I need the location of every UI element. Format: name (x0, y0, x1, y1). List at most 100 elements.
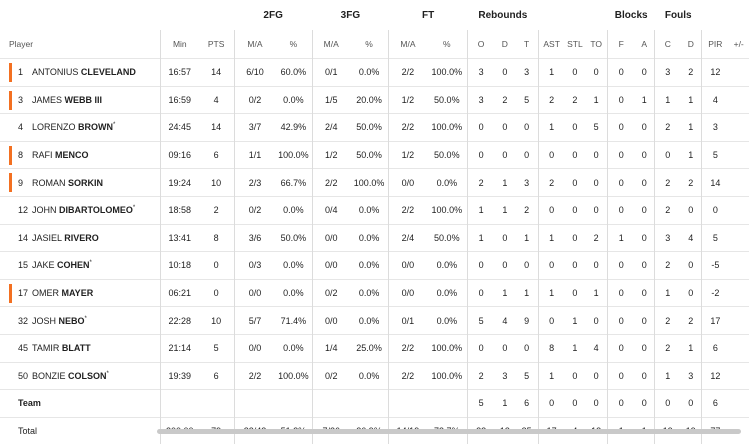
col-min[interactable]: Min (160, 30, 199, 59)
cell-foul-d: 2 (680, 58, 702, 87)
team-row: Team 5 1 6 0 0 0 0 0 0 0 6 (0, 389, 749, 418)
col-o[interactable]: O (467, 30, 495, 59)
cell-3fg-pct: 50.0% (349, 140, 389, 169)
col-blk-f[interactable]: F (607, 30, 635, 59)
table-row[interactable]: 12 JOHN DIBARTOLOMEO* 18:58 2 0/2 0.0% 0/4 0.0%… (0, 195, 749, 225)
col-ft-ma[interactable]: M/A (388, 30, 427, 59)
col-foul-c[interactable]: C (654, 30, 681, 59)
player-name-cell[interactable]: 4 LORENZO BROWN* (0, 113, 161, 142)
cell-reb-d: 2 (494, 85, 516, 114)
player-number: 17 (18, 288, 29, 299)
cell-stl: 0 (564, 58, 586, 87)
cell-ast: 0 (537, 306, 565, 335)
cell-3fg-ma: 1/2 (311, 140, 350, 169)
cell-pts: 5 (198, 333, 235, 363)
table-row[interactable]: 17 OMER MAYER 06:21 0 0/0 0.0% 0/2 0.0% 0/0 0.0% 0… (0, 278, 749, 307)
player-name-cell[interactable]: 32 JOSH NEBO* (0, 306, 161, 335)
table-row[interactable]: 8 RAFI MENCO 09:16 6 1/1 100.0% 1/2 50.0% 1/2 50.… (0, 140, 749, 169)
cell-ft-ma: 2/2 (388, 361, 427, 390)
table-row[interactable]: 9 ROMAN SORKIN 19:24 10 2/3 66.7% 2/2 100.0% 0/0… (0, 168, 749, 197)
cell-2fg-pct: 50.0% (275, 223, 313, 252)
cell-pir: 4 (701, 85, 729, 114)
col-3fg-ma[interactable]: M/A (311, 30, 350, 59)
team-cell-to: 0 (585, 389, 608, 418)
cell-ft-pct: 0.0% (426, 278, 468, 307)
player-name-cell[interactable]: 14 JASIEL RIVERO (0, 223, 161, 252)
cell-to: 0 (585, 58, 608, 87)
cell-2fg-pct: 71.4% (275, 306, 313, 335)
col-foul-d[interactable]: D (687, 39, 694, 49)
player-name-cell[interactable]: 1 ANTONIUS CLEVELAND (0, 58, 161, 87)
player-name-cell[interactable]: 3 JAMES WEBB III (0, 85, 161, 114)
player-name-cell[interactable]: 15 JAKE COHEN* (0, 251, 161, 280)
table-row[interactable]: 50 BONZIE COLSON* 19:39 6 2/2 100.0% 0/2 0.0% 2/… (0, 361, 749, 390)
horizontal-scrollbar[interactable] (157, 429, 741, 434)
cell-reb-o: 3 (467, 85, 495, 114)
team-cell-ft-pct (426, 389, 468, 418)
cell-stl: 0 (564, 140, 586, 169)
cell-reb-t: 1 (515, 278, 539, 307)
table-row[interactable]: 15 JAKE COHEN* 10:18 0 0/3 0.0% 0/0 0.0% 0/0 0.0%… (0, 251, 749, 280)
cell-to: 0 (585, 306, 608, 335)
table-row[interactable]: 4 LORENZO BROWN* 24:45 14 3/7 42.9% 2/4 50.0% 2/… (0, 113, 749, 142)
col-pts[interactable]: PTS (207, 39, 225, 49)
col-t[interactable]: T (524, 39, 530, 49)
table-row[interactable]: 1 ANTONIUS CLEVELAND 16:57 14 6/10 60.0% 0/1 0.… (0, 58, 749, 87)
col-ft-pct[interactable]: % (443, 39, 451, 49)
col-2fg-pct[interactable]: % (289, 39, 298, 49)
player-name-cell[interactable]: 45 TAMIR BLATT (0, 333, 161, 363)
col-to[interactable]: TO (590, 39, 602, 49)
cell-reb-t: 3 (515, 168, 539, 197)
col-3fg-pct[interactable]: % (365, 39, 373, 49)
cell-pts: 0 (198, 251, 235, 280)
col-ast[interactable]: AST (537, 30, 565, 59)
cell-ft-pct: 0.0% (426, 168, 468, 197)
cell-ast: 0 (537, 251, 565, 280)
table-row[interactable]: 14 JASIEL RIVERO 13:41 8 3/6 50.0% 0/0 0.0% 2/4 5… (0, 223, 749, 252)
team-cell-pir: 6 (701, 389, 729, 418)
cell-blk-f: 0 (607, 251, 635, 280)
cell-foul-d: 0 (680, 195, 702, 225)
team-cell-3fg-pct (349, 389, 389, 418)
cell-ft-pct: 100.0% (426, 333, 468, 363)
player-last-name: BLATT (61, 343, 91, 354)
starter-marker (9, 145, 12, 165)
cell-reb-d: 1 (494, 278, 516, 307)
cell-foul-c: 2 (654, 168, 681, 197)
col-d[interactable]: D (501, 39, 508, 49)
col-2fg-ma[interactable]: M/A (233, 30, 276, 59)
table-row[interactable]: 45 TAMIR BLATT 21:14 5 0/0 0.0% 1/4 25.0% 2/2 100… (0, 333, 749, 363)
cell-plus-minus (728, 168, 749, 197)
player-number: 32 (18, 315, 29, 326)
cell-2fg-pct: 100.0% (275, 361, 313, 390)
cell-blk-f: 0 (607, 195, 635, 225)
starter-marker (9, 173, 12, 193)
table-row[interactable]: 3 JAMES WEBB III 16:59 4 0/2 0.0% 1/5 20.0% 1/2 5… (0, 85, 749, 114)
cell-reb-t: 0 (515, 333, 539, 363)
cell-foul-d: 1 (680, 85, 702, 114)
cell-blk-a: 0 (634, 306, 655, 335)
col-pir[interactable]: PIR (701, 30, 729, 59)
col-stl[interactable]: STL (567, 39, 583, 49)
col-plus-minus[interactable]: +/- (733, 39, 744, 49)
table-row[interactable]: 32 JOSH NEBO* 22:28 10 5/7 71.4% 0/0 0.0% 0/1 0.0… (0, 306, 749, 335)
cell-stl: 1 (564, 306, 586, 335)
cell-ft-pct: 100.0% (426, 113, 468, 142)
cell-foul-c: 3 (654, 58, 681, 87)
cell-3fg-pct: 0.0% (349, 223, 389, 252)
col-blk-a[interactable]: A (641, 39, 648, 49)
player-name-cell[interactable]: 8 RAFI MENCO (0, 140, 161, 169)
player-name-cell[interactable]: 12 JOHN DIBARTOLOMEO* (0, 195, 161, 225)
player-last-name: COHEN (57, 260, 90, 271)
player-name-cell[interactable]: 17 OMER MAYER (0, 278, 161, 307)
cell-ft-pct: 0.0% (426, 306, 468, 335)
team-cell-plus-minus (728, 389, 749, 418)
cell-ast: 1 (537, 361, 565, 390)
cell-2fg-pct: 100.0% (275, 140, 313, 169)
cell-ast: 1 (537, 278, 565, 307)
player-name-cell[interactable]: 50 BONZIE COLSON* (0, 361, 161, 390)
player-name-cell[interactable]: 9 ROMAN SORKIN (0, 168, 161, 197)
col-player[interactable]: Player (9, 39, 34, 49)
cell-ft-pct: 50.0% (426, 140, 468, 169)
